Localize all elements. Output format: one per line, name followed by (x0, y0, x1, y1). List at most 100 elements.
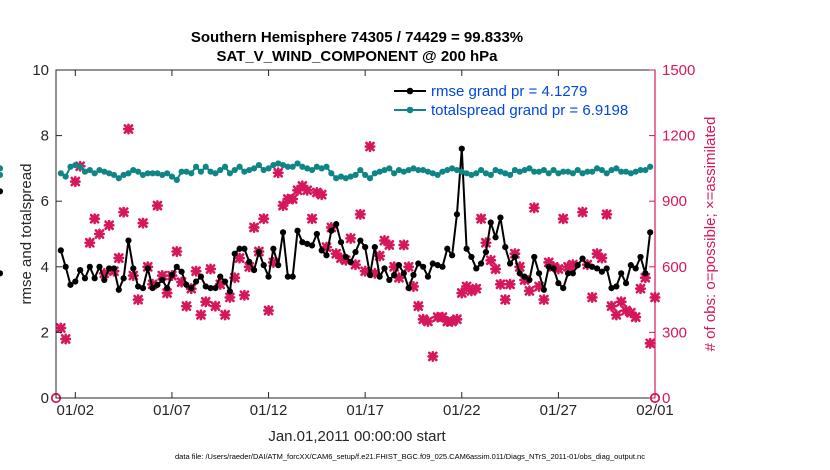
obs-assimilated-marker (118, 206, 130, 218)
obs-assimilated-marker (103, 219, 115, 231)
rmse-point (555, 280, 562, 287)
rmse-point (192, 278, 200, 285)
rmse-point (67, 281, 74, 288)
rmse-point (144, 265, 151, 272)
totalspread-point (458, 168, 465, 175)
obs-assimilated-marker (630, 311, 642, 323)
totalspread-point (212, 170, 219, 177)
obs-assimilated-marker (55, 322, 67, 334)
totalspread-point (231, 166, 238, 174)
rmse-point (506, 260, 514, 267)
rmse-point (347, 258, 354, 265)
rmse-point (86, 263, 93, 270)
obs-assimilated-marker (596, 252, 608, 264)
obs-assimilated-marker (494, 278, 506, 290)
x-tick-label: 01/02 (57, 402, 95, 419)
rmse-point (96, 263, 103, 270)
rmse-point (526, 276, 533, 284)
totalspread-point (511, 166, 519, 174)
rmse-point (424, 273, 432, 280)
rmse-point (159, 276, 166, 284)
totalspread-point (284, 163, 291, 170)
totalspread-point (313, 163, 320, 170)
rmse-point (149, 285, 156, 292)
rmse-point (115, 286, 122, 293)
rmse-point (579, 255, 586, 262)
obs-assimilated-marker (69, 176, 81, 188)
totalspread-point (420, 166, 427, 174)
rmse-point (574, 262, 581, 269)
totalspread-point (487, 171, 494, 179)
chart-title-line-2: SAT_V_WIND_COMPONENT @ 200 hPa (216, 48, 498, 65)
rmse-point (603, 265, 610, 272)
totalspread-point (535, 168, 543, 175)
legend-rmse-marker (406, 87, 414, 95)
totalspread-point (405, 166, 412, 174)
rmse-point (366, 271, 374, 279)
totalspread-point (197, 168, 205, 175)
totalspread-point (642, 166, 649, 174)
rmse-point (395, 262, 403, 269)
totalspread-point (463, 170, 470, 177)
obs-assimilated-marker (436, 311, 448, 323)
obs-assimilated-marker (287, 193, 299, 205)
obs-assimilated-marker (485, 254, 497, 266)
rmse-point (434, 262, 441, 269)
rmse-point (236, 245, 243, 252)
rmse-point (497, 214, 504, 221)
y-left-tick-label: 10 (32, 62, 49, 79)
totalspread-point (217, 166, 224, 174)
rmse-point (453, 211, 461, 218)
obs-assimilated-marker (238, 289, 250, 301)
totalspread-point (613, 165, 620, 172)
totalspread-point (106, 170, 113, 177)
obs-assimilated-marker (224, 291, 236, 303)
rmse-point (221, 278, 229, 285)
totalspread-point (221, 163, 229, 170)
totalspread-point (125, 170, 132, 177)
obs-assimilated-marker (412, 300, 424, 312)
rmse-point (444, 245, 451, 252)
obs-assimilated-marker (490, 263, 502, 275)
totalspread-point (366, 175, 374, 182)
rmse-point (57, 247, 64, 254)
obs-assimilated-marker (219, 309, 231, 321)
totalspread-point (603, 170, 610, 177)
obs-assimilated-marker (205, 263, 217, 275)
totalspread-point (149, 170, 156, 177)
totalspread-point (260, 166, 267, 174)
rmse-point (260, 262, 267, 269)
rmse-point (135, 283, 142, 290)
rmse-point (613, 283, 620, 290)
totalspread-point (183, 168, 190, 175)
rmse-point (540, 286, 547, 293)
totalspread-point (154, 170, 161, 177)
y-left-tick-label: 0 (41, 390, 49, 407)
obs-assimilated-marker (132, 294, 144, 306)
totalspread-point (101, 168, 108, 175)
y-left-tick-label: 4 (41, 259, 49, 276)
axis-ticks: 01/02 01/07 01/12 01/17 01/22 01/27 02/0102468… (32, 62, 695, 419)
obs-assimilated-marker (200, 296, 212, 308)
totalspread-point (304, 165, 311, 172)
obs-assimilated-marker (354, 208, 366, 220)
obs-assimilated-marker (316, 189, 328, 201)
obs-assimilated-marker (606, 300, 618, 312)
totalspread-point (540, 166, 547, 174)
obs-assimilated-marker (195, 309, 207, 321)
totalspread-point (531, 168, 538, 175)
rmse-point (492, 234, 499, 241)
y-axis-label-left: rmse and totalspread (18, 164, 35, 305)
rmse-point (318, 247, 325, 254)
totalspread-point (482, 170, 490, 177)
rmse-point (627, 262, 634, 269)
legend: rmse grand pr = 4.1279 totalspread grand… (394, 83, 628, 119)
obs-assimilated-marker (601, 208, 613, 220)
obs-assimilated-marker (427, 350, 439, 362)
totalspread-point (391, 170, 398, 177)
obs-assimilated-marker (248, 221, 260, 233)
x-tick-label: 01/22 (443, 402, 481, 419)
rmse-point (328, 227, 335, 234)
y-left-tick-label: 2 (41, 324, 49, 341)
